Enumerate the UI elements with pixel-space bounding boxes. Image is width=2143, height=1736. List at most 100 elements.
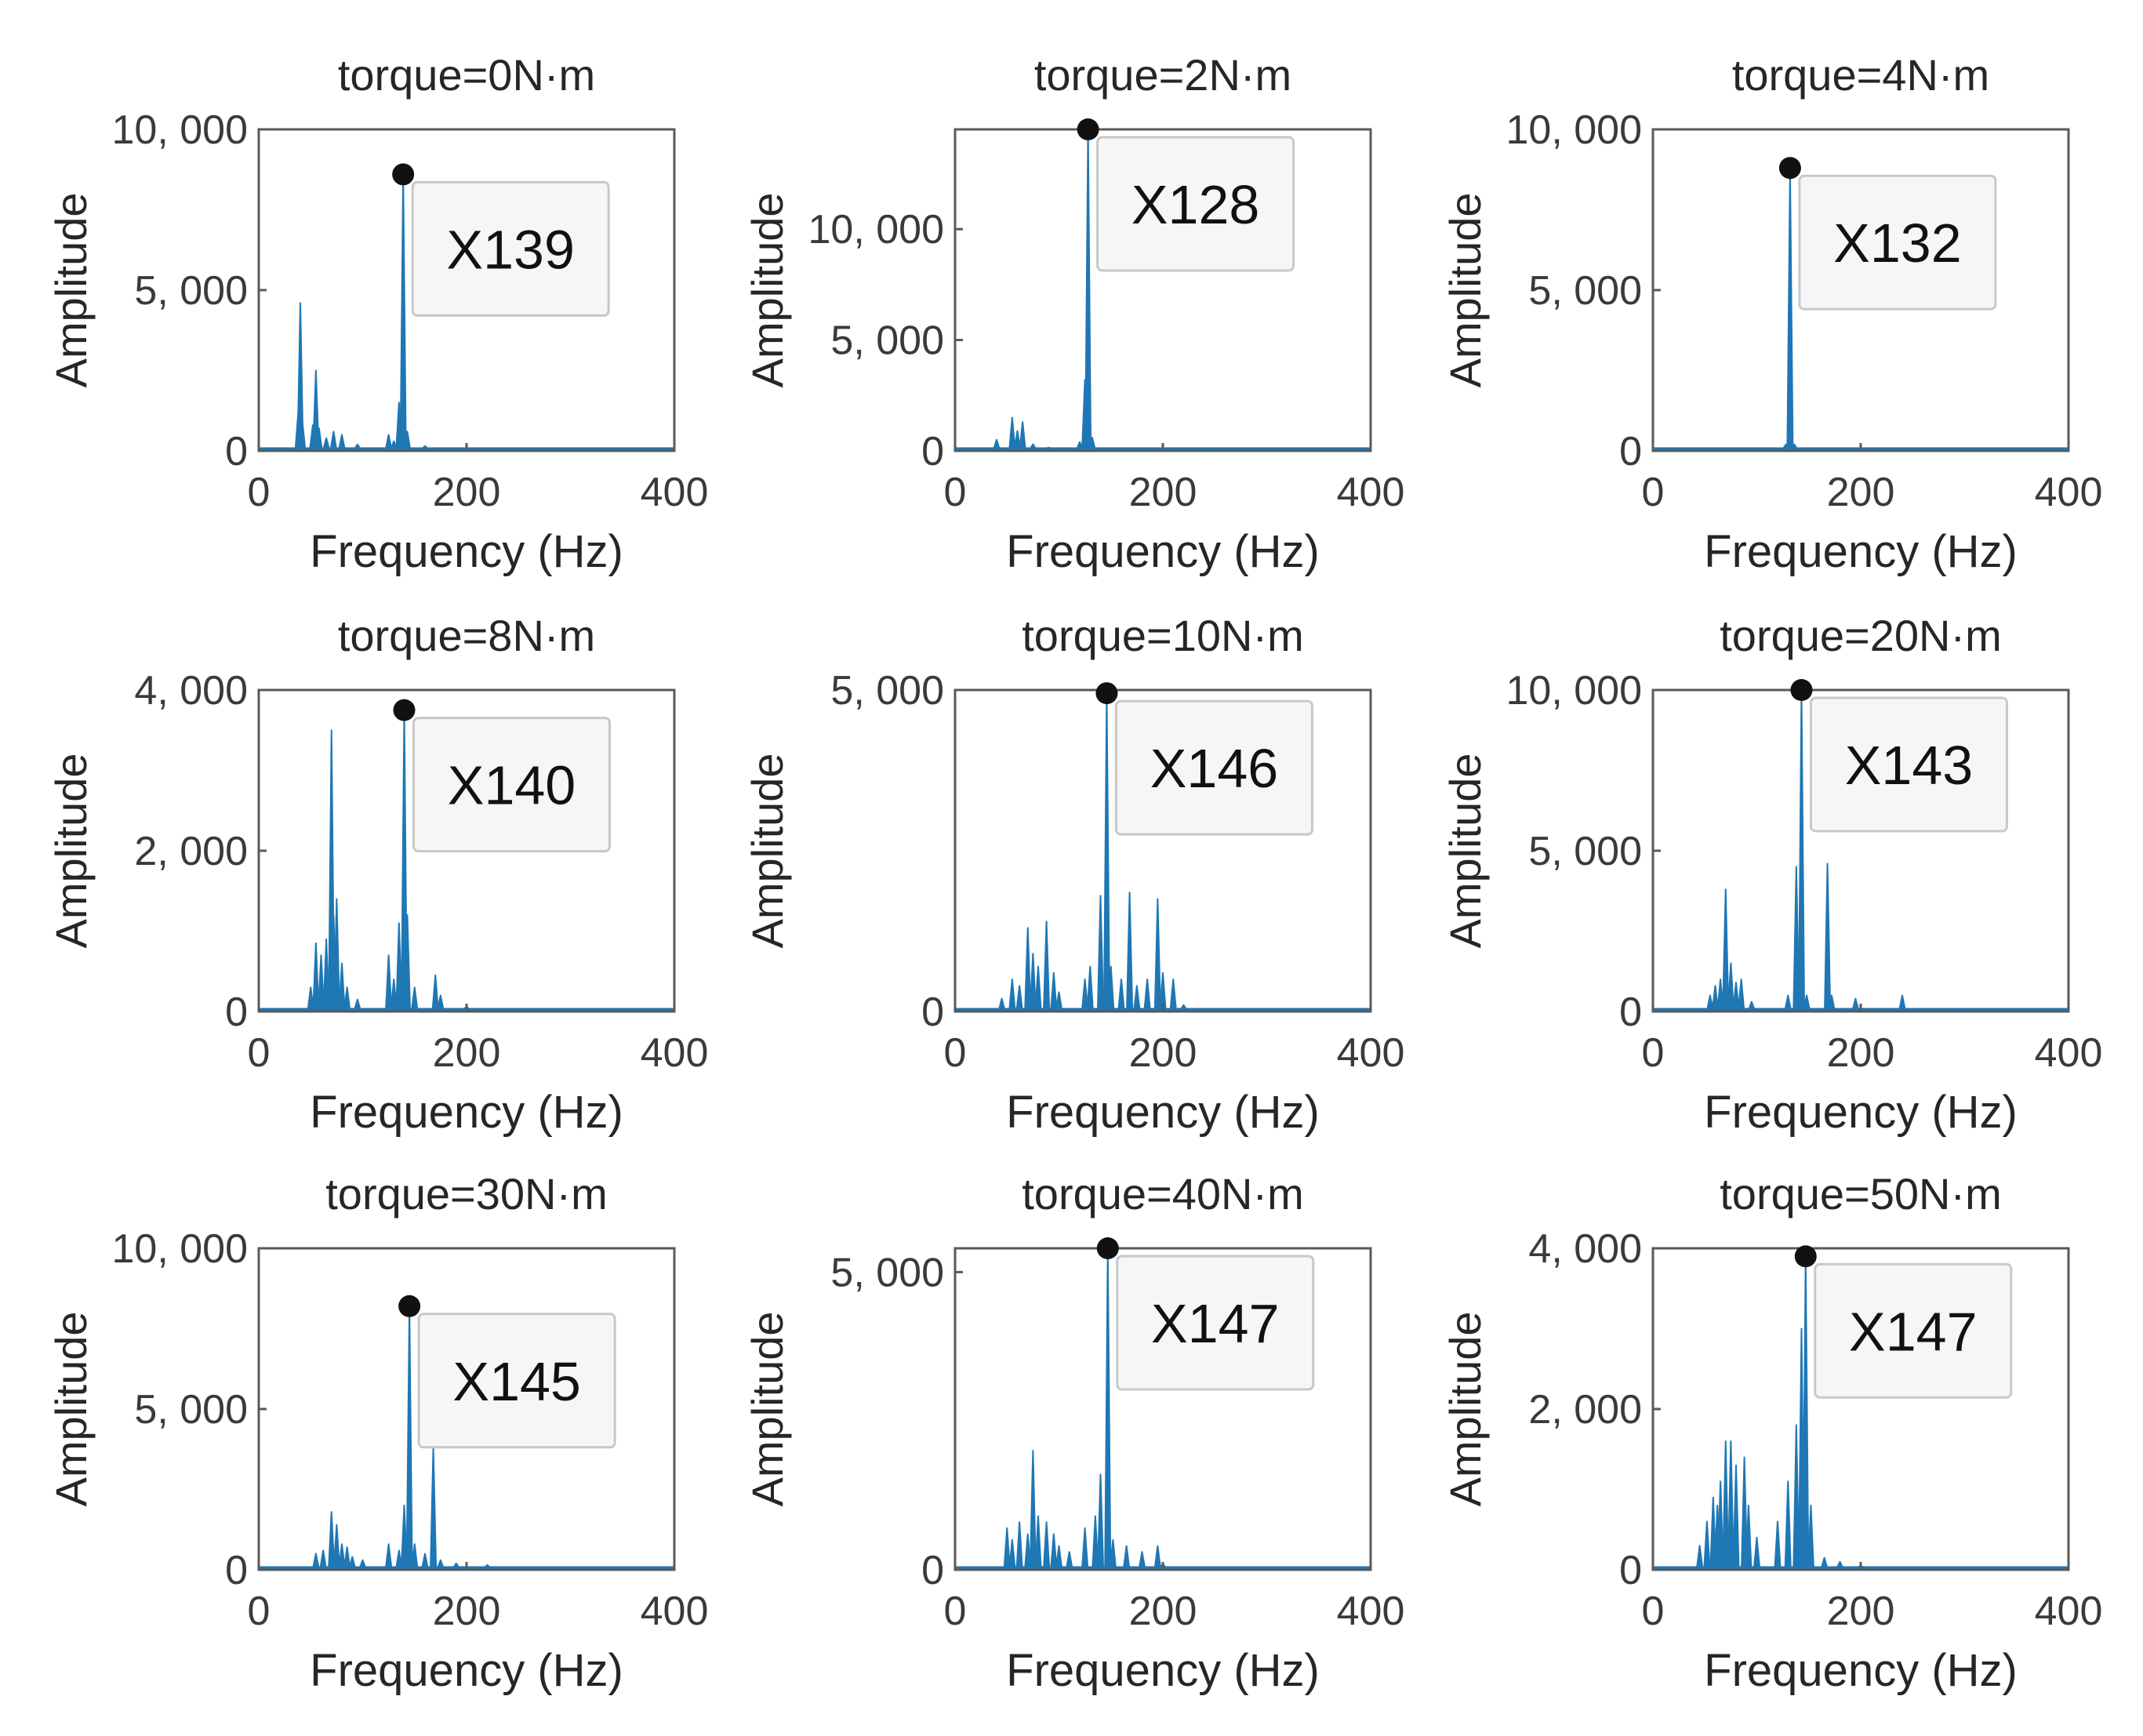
spectrum-spike bbox=[411, 1543, 419, 1568]
spectrum-spike bbox=[1044, 446, 1052, 449]
spectrum-spike bbox=[1015, 1521, 1023, 1568]
spectrum-spike bbox=[1792, 866, 1800, 1010]
datatip-box bbox=[1114, 699, 1313, 836]
subplot-4: torque=8N·m 0 200 400 0 2, 000 4, 000 Frequency… bbox=[46, 611, 708, 1138]
spectrum-spike bbox=[1003, 1527, 1011, 1568]
subplot-3: torque=4N·m 0 200 400 0 5, 000 10, 000 Frequenc… bbox=[1440, 50, 2102, 577]
y-axis-label: Amplitude bbox=[743, 1311, 792, 1506]
x-axis-label: Frequency (Hz) bbox=[1006, 526, 1320, 577]
datatip-box bbox=[417, 1313, 616, 1449]
datatip-box bbox=[411, 180, 610, 317]
spectrum-spike bbox=[354, 998, 361, 1010]
x-axis-label: Frequency (Hz) bbox=[310, 1645, 623, 1696]
datatip-box bbox=[1809, 696, 2008, 833]
y-tick-label: 2, 000 bbox=[134, 829, 248, 874]
spectrum-spike bbox=[343, 1546, 351, 1568]
y-tick-label: 0 bbox=[921, 990, 944, 1035]
datatip-label: X147 bbox=[1151, 1293, 1279, 1354]
x-tick-label: 200 bbox=[433, 1589, 501, 1634]
spectrum-spike bbox=[338, 1543, 346, 1568]
datatip: X132 bbox=[1798, 174, 1997, 311]
x-tick-label: 0 bbox=[248, 1030, 271, 1076]
datatip: X147 bbox=[1814, 1262, 2013, 1399]
y-tick-label: 0 bbox=[1619, 990, 1642, 1035]
x-tick-label: 0 bbox=[1642, 1030, 1665, 1076]
spectrum-spike bbox=[1824, 863, 1832, 1010]
spectrum-spike bbox=[315, 427, 323, 449]
x-tick-label: 200 bbox=[433, 470, 501, 515]
x-axis-label: Frequency (Hz) bbox=[1704, 526, 2018, 577]
x-tick-label: 400 bbox=[1337, 1030, 1405, 1076]
spectrum-spike bbox=[385, 954, 393, 1010]
spectrum-spike bbox=[343, 986, 351, 1010]
x-axis-label: Frequency (Hz) bbox=[1704, 1087, 2018, 1138]
datatip-box bbox=[412, 717, 611, 853]
y-tick-label: 2, 000 bbox=[1528, 1387, 1642, 1433]
x-tick-label: 400 bbox=[2035, 470, 2103, 515]
spectrum-spike bbox=[322, 437, 330, 449]
x-tick-label: 0 bbox=[248, 470, 271, 515]
spectrum-spike bbox=[385, 1543, 393, 1568]
x-tick-label: 400 bbox=[641, 1030, 709, 1076]
spectrum-spike bbox=[1008, 1539, 1016, 1568]
spectrum-spike bbox=[390, 440, 398, 449]
datatip-box bbox=[1096, 136, 1295, 272]
spectrum-spike bbox=[319, 1549, 327, 1568]
spectrum-spike bbox=[312, 942, 320, 1010]
spectrum-spike bbox=[1745, 1505, 1753, 1568]
spectrum-spike bbox=[338, 962, 346, 1010]
peak-marker bbox=[1778, 157, 1801, 180]
peak-marker bbox=[1095, 682, 1118, 705]
spectrum-spike bbox=[1008, 979, 1016, 1010]
x-tick-label: 400 bbox=[2035, 1030, 2103, 1076]
peak-marker bbox=[393, 699, 416, 721]
spectrum-spike bbox=[403, 430, 411, 449]
y-tick-label: 4, 000 bbox=[134, 668, 248, 714]
spectrum-spike bbox=[399, 173, 407, 449]
y-axis-label: Amplitude bbox=[1440, 753, 1490, 948]
y-tick-label: 5, 000 bbox=[830, 1250, 944, 1295]
spectrum-spike bbox=[1748, 1001, 1756, 1010]
spectrum-spike bbox=[1088, 437, 1096, 449]
spectrum-spike bbox=[1727, 1440, 1734, 1568]
spectrum-spike bbox=[1043, 1521, 1051, 1568]
spectrum-spike bbox=[1015, 985, 1023, 1010]
peak-marker bbox=[392, 163, 415, 186]
x-tick-label: 0 bbox=[248, 1589, 271, 1634]
spectrum-spike bbox=[1109, 1539, 1117, 1568]
x-tick-label: 200 bbox=[1129, 470, 1197, 515]
spectrum-spike bbox=[437, 1559, 445, 1568]
y-axis-label: Amplitude bbox=[1440, 192, 1490, 387]
subplot-6: torque=20N·m 0 200 400 0 5, 000 10, 000 Frequen… bbox=[1440, 611, 2102, 1138]
y-tick-label: 10, 000 bbox=[112, 1226, 249, 1272]
spectrum-spike bbox=[1081, 1527, 1089, 1568]
spectrum-spike bbox=[1732, 982, 1740, 1010]
spectrum-spike bbox=[1792, 1424, 1800, 1568]
spectrum-spike bbox=[1029, 953, 1037, 1010]
subplot-title: torque=4N·m bbox=[1732, 50, 1989, 100]
peak-marker bbox=[398, 1295, 421, 1317]
x-axis-label: Frequency (Hz) bbox=[310, 526, 623, 577]
spectrum-spike bbox=[385, 434, 393, 449]
spectrum-spike bbox=[1797, 689, 1805, 1010]
spectrum-spike bbox=[1821, 1556, 1829, 1568]
subplot-title: torque=30N·m bbox=[325, 1169, 608, 1218]
datatip: X146 bbox=[1114, 699, 1313, 836]
spectrum-spike bbox=[332, 1524, 340, 1568]
spectrum-spike bbox=[1169, 979, 1177, 1010]
spectrum-spike bbox=[299, 421, 307, 449]
y-axis-label: Amplitude bbox=[46, 1311, 96, 1506]
x-axis-label: Frequency (Hz) bbox=[1704, 1645, 2018, 1696]
spectrum-spike bbox=[322, 938, 330, 1010]
subplot-8: torque=40N·m 0 200 400 0 5, 000 Frequency (Hz)… bbox=[743, 1169, 1404, 1696]
y-axis-label: Amplitude bbox=[46, 753, 96, 948]
spectrum-spike bbox=[421, 445, 429, 449]
spectrum-spike bbox=[514, 1567, 522, 1569]
y-tick-label: 0 bbox=[1619, 1548, 1642, 1593]
spectrum-spike bbox=[1050, 972, 1058, 1010]
datatip: X139 bbox=[411, 180, 610, 317]
spectrum-spike bbox=[1123, 1545, 1131, 1568]
spectrum-spike bbox=[395, 922, 403, 1010]
spectrum-spike bbox=[411, 986, 419, 1010]
y-tick-label: 0 bbox=[225, 429, 248, 474]
